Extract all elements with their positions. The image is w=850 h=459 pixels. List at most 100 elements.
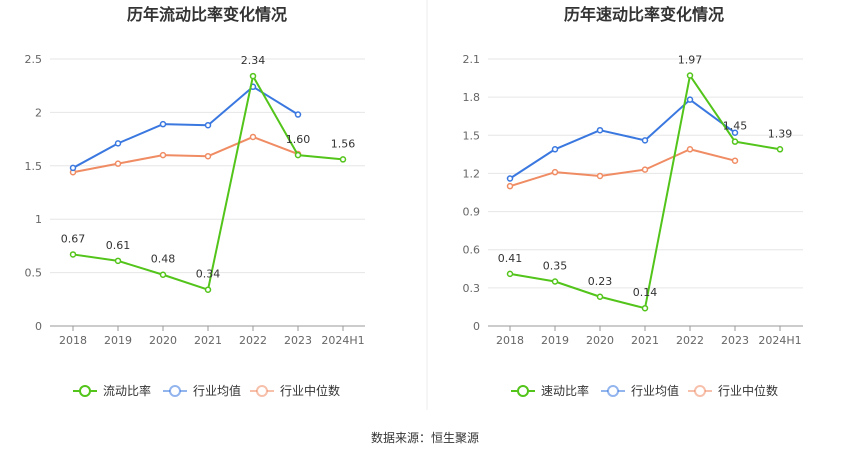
- x-tick-label: 2022: [239, 334, 267, 347]
- series-line-main: [72, 75, 344, 291]
- legend-marker: [607, 385, 619, 397]
- data-point: [69, 251, 77, 258]
- x-tick-label: 2022: [676, 334, 704, 347]
- data-point: [551, 278, 559, 285]
- data-label: 0.35: [543, 260, 568, 273]
- data-point: [551, 146, 559, 153]
- data-point: [69, 164, 77, 172]
- data-point: [249, 72, 257, 80]
- chart-2: 历年速动比率变化情况 0 0.3 0.6 0.9 1.2 1.5 1.8 2.1 2018 2019…: [463, 5, 803, 398]
- data-point: [506, 270, 514, 278]
- data-label: 0.67: [61, 232, 86, 245]
- data-label: 0.61: [106, 239, 131, 252]
- data-point: [686, 96, 694, 103]
- data-point: [159, 120, 167, 128]
- legend-item: 行业均值: [163, 383, 241, 398]
- legend-label: 速动比率: [541, 383, 589, 398]
- data-label: 0.34: [196, 268, 221, 281]
- data-point: [731, 129, 739, 136]
- data-point: [204, 286, 212, 293]
- x-tick-label: 2023: [721, 334, 749, 347]
- legend-marker: [79, 385, 91, 397]
- data-point: [641, 304, 649, 312]
- legend-item: 流动比率: [73, 383, 151, 398]
- data-label: 1.60: [286, 133, 311, 146]
- y-tick-label: 0: [35, 320, 42, 333]
- data-label: 1.56: [331, 137, 356, 150]
- legend-marker: [694, 385, 706, 397]
- x-tick-label: 2024H1: [321, 334, 364, 347]
- x-tick-label: 2024H1: [758, 334, 801, 347]
- series-line-industry-mean: [72, 85, 299, 169]
- data-label: 0.48: [151, 253, 176, 266]
- x-tick-label: 2020: [586, 334, 614, 347]
- legend-label: 行业均值: [193, 383, 241, 398]
- x-tick-label: 2023: [284, 334, 312, 347]
- data-source: 数据来源：恒生聚源: [371, 430, 479, 445]
- chart-1: 历年流动比率变化情况 0 0.5 1 1.5 2 2.5 2018 2019 2020 2021 20…: [25, 5, 365, 398]
- y-tick-label: 2.5: [25, 53, 43, 66]
- y-tick-label: 1.8: [463, 91, 481, 104]
- y-tick-label: 0.3: [463, 282, 481, 295]
- data-point: [204, 152, 212, 160]
- data-point: [596, 293, 604, 301]
- y-tick-label: 0.6: [463, 244, 481, 257]
- data-point: [114, 140, 122, 147]
- data-label: 1.97: [678, 54, 703, 67]
- legend-item: 行业均值: [601, 383, 679, 398]
- legend-label: 行业均值: [631, 383, 679, 398]
- data-point: [506, 175, 514, 182]
- y-tick-label: 1.5: [463, 129, 481, 142]
- x-tick-label: 2020: [149, 334, 177, 347]
- legend-marker: [256, 385, 268, 397]
- data-point: [204, 121, 212, 129]
- data-point: [731, 138, 739, 145]
- data-point: [776, 146, 784, 153]
- data-point: [294, 111, 302, 118]
- data-point: [686, 72, 694, 79]
- x-tick-label: 2021: [194, 334, 222, 347]
- data-point: [506, 182, 514, 190]
- legend-marker: [517, 385, 529, 397]
- legend-label: 行业中位数: [280, 383, 340, 398]
- x-tick-label: 2018: [496, 334, 524, 347]
- x-tick-label: 2021: [631, 334, 659, 347]
- data-point: [339, 156, 347, 163]
- legend-item: 行业中位数: [250, 383, 340, 398]
- data-point: [731, 157, 739, 164]
- data-point: [641, 137, 649, 144]
- y-tick-label: 2: [35, 106, 42, 119]
- data-point: [294, 151, 302, 159]
- data-point: [114, 257, 122, 265]
- data-label: 2.34: [241, 54, 266, 67]
- chart-title: 历年流动比率变化情况: [127, 5, 287, 24]
- x-tick-label: 2019: [541, 334, 569, 347]
- data-point: [551, 168, 559, 176]
- x-tick-label: 2018: [59, 334, 87, 347]
- data-point: [159, 271, 167, 278]
- data-point: [596, 126, 604, 134]
- legend-item: 行业中位数: [688, 383, 778, 398]
- y-tick-label: 1.5: [25, 160, 43, 173]
- series-line-industry-mean: [509, 98, 736, 180]
- y-tick-label: 0.5: [25, 267, 43, 280]
- data-point: [114, 160, 122, 167]
- y-tick-label: 0: [473, 320, 480, 333]
- y-tick-label: 1.2: [463, 167, 481, 180]
- y-tick-label: 1: [35, 213, 42, 226]
- data-point: [249, 133, 257, 141]
- data-point: [596, 172, 604, 180]
- data-label: 1.45: [723, 120, 748, 133]
- chart-title: 历年速动比率变化情况: [564, 5, 724, 24]
- series-line-main: [509, 74, 781, 310]
- x-tick-label: 2019: [104, 334, 132, 347]
- legend-label: 行业中位数: [718, 383, 778, 398]
- data-label: 0.41: [498, 252, 523, 265]
- legend-label: 流动比率: [103, 383, 151, 398]
- data-point: [641, 166, 649, 173]
- y-tick-label: 2.1: [463, 53, 481, 66]
- data-point: [159, 151, 167, 159]
- series-line-industry-median: [72, 135, 299, 174]
- data-label: 0.23: [588, 275, 613, 288]
